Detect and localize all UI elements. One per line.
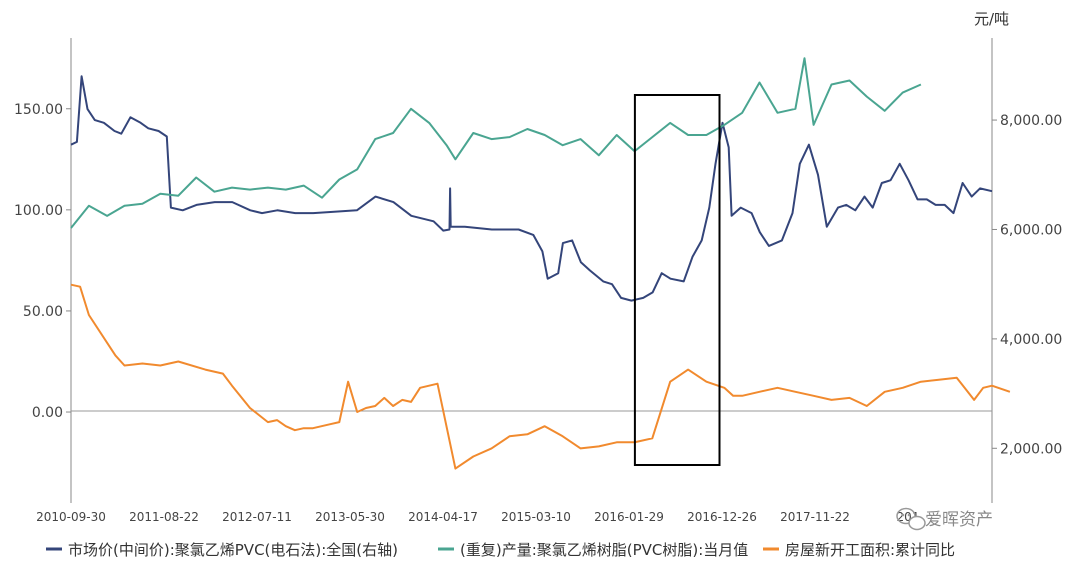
x-tick-labels: 2010-09-30 2011-08-22 2012-07-11 2013-05-30… — [36, 510, 919, 524]
series-line-3 — [70, 283, 1011, 470]
axes — [70, 38, 993, 503]
watermark: 爱晖资产 — [896, 507, 993, 531]
x-tick-label: 2011-08-22 — [129, 510, 199, 524]
x-tick-label: 2012-07-11 — [222, 510, 292, 524]
legend-label-3: 房屋新开工面积:累计同比 — [785, 541, 955, 559]
left-tick-labels: 150.00 100.00 50.00 0.00 — [14, 102, 71, 421]
series-layer — [70, 57, 1011, 470]
x-tick-label: 2017-11-22 — [780, 510, 850, 524]
x-tick-label: 2015-03-10 — [501, 510, 571, 524]
right-tick-label: 6,000.00 — [1000, 222, 1062, 238]
x-tick-label: 2013-05-30 — [315, 510, 385, 524]
legend-label-1: 市场价(中间价):聚氯乙烯PVC(电石法):全国(右轴) — [68, 541, 398, 559]
right-tick-label: 8,000.00 — [1000, 113, 1062, 129]
left-tick-label: 100.00 — [14, 203, 63, 219]
highlight-box — [633, 94, 721, 466]
series-line-2 — [70, 57, 922, 229]
right-tick-label: 2,000.00 — [1000, 441, 1062, 457]
watermark-text: 爱晖资产 — [925, 510, 993, 530]
right-tick-labels: 8,000.00 6,000.00 4,000.00 2,000.00 — [992, 113, 1062, 457]
x-tick-label: 2016-01-29 — [594, 510, 664, 524]
right-axis-unit: 元/吨 — [974, 10, 1009, 28]
right-tick-label: 4,000.00 — [1000, 332, 1062, 348]
left-tick-label: 0.00 — [32, 405, 63, 421]
x-tick-label: 2016-12-26 — [687, 510, 757, 524]
legend: 市场价(中间价):聚氯乙烯PVC(电石法):全国(右轴) (重复)产量:聚氯乙烯树… — [46, 541, 955, 559]
left-tick-label: 50.00 — [23, 304, 63, 320]
legend-label-2: (重复)产量:聚氯乙烯树脂(PVC树脂):当月值 — [460, 541, 748, 559]
left-tick-label: 150.00 — [14, 102, 63, 118]
x-tick-label: 2010-09-30 — [36, 510, 106, 524]
series-line-1 — [70, 75, 993, 302]
wechat-icon — [896, 507, 926, 531]
x-tick-label: 2014-04-17 — [408, 510, 478, 524]
